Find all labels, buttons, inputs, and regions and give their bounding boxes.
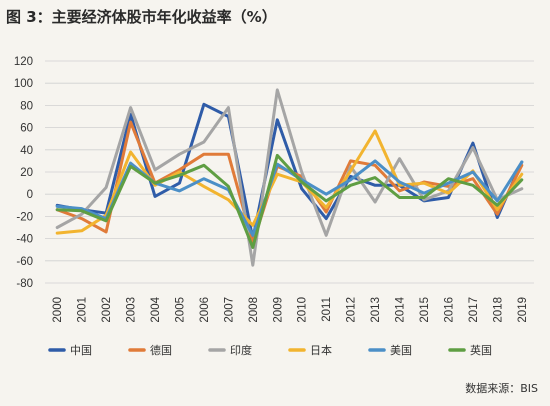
legend-label: 德国 <box>150 343 172 357</box>
x-tick-label: 2004 <box>150 296 162 322</box>
y-tick-label: 40 <box>20 145 33 157</box>
x-tick-label: 2012 <box>346 297 358 323</box>
x-tick-label: 2008 <box>248 297 260 323</box>
x-tick-label: 2013 <box>370 297 382 323</box>
legend-label: 美国 <box>390 344 412 357</box>
legend-label: 印度 <box>230 343 252 357</box>
y-tick-label: 100 <box>14 78 33 90</box>
x-tick-label: 2014 <box>395 296 407 322</box>
x-tick-label: 2000 <box>52 297 64 323</box>
x-tick-label: 2005 <box>174 297 186 323</box>
x-tick-label: 2011 <box>321 297 333 322</box>
x-tick-label: 2006 <box>199 297 211 323</box>
x-tick-label: 2002 <box>101 297 113 323</box>
legend-label: 英国 <box>470 343 492 357</box>
x-tick-label: 2001 <box>77 297 89 323</box>
x-tick-label: 2016 <box>443 297 455 323</box>
y-tick-label: -20 <box>16 211 33 223</box>
y-tick-label: 20 <box>20 167 33 179</box>
x-tick-label: 2007 <box>223 297 235 323</box>
x-tick-label: 2009 <box>272 297 284 323</box>
series-line <box>55 159 524 237</box>
series-line <box>55 129 524 235</box>
legend-label: 日本 <box>310 343 332 357</box>
y-tick-label: -40 <box>16 234 33 246</box>
x-tick-label: 2003 <box>126 297 138 323</box>
y-tick-label: 0 <box>27 189 33 201</box>
y-tick-label: 60 <box>20 123 33 135</box>
chart-title: 图 3：主要经济体股市年化收益率（%） <box>6 8 277 26</box>
x-tick-label: 2018 <box>492 297 504 323</box>
y-tick-label: -60 <box>16 256 33 268</box>
x-tick-label: 2017 <box>468 297 480 323</box>
y-tick-label: -80 <box>16 278 33 290</box>
y-tick-label: 80 <box>20 100 33 112</box>
x-tick-label: 2019 <box>517 297 529 323</box>
x-tick-label: 2015 <box>419 297 431 323</box>
x-tick-label: 2010 <box>297 297 309 323</box>
series-line <box>55 153 524 249</box>
legend-label: 中国 <box>70 344 92 357</box>
series-line <box>55 102 524 241</box>
source-note: 数据来源：BIS <box>465 382 538 395</box>
y-tick-label: 120 <box>14 56 33 68</box>
